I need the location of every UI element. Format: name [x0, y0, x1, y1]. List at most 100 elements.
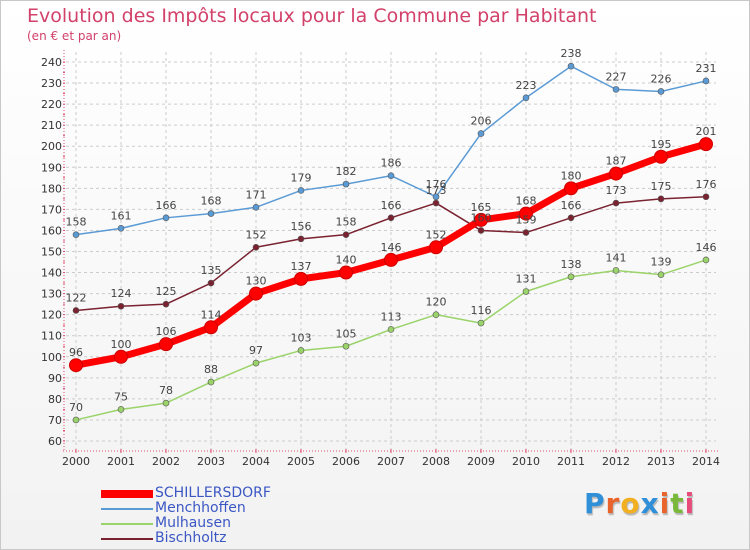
y-tick-label: 70 — [48, 414, 62, 427]
data-point — [522, 288, 530, 295]
data-label: 70 — [69, 401, 83, 414]
data-point — [159, 337, 173, 352]
data-point — [522, 94, 530, 102]
data-label: 168 — [201, 195, 222, 208]
data-point — [252, 203, 260, 211]
x-tick-label: 2012 — [602, 455, 630, 468]
data-label: 138 — [561, 258, 582, 271]
data-label: 88 — [204, 363, 218, 376]
data-label: 226 — [651, 72, 672, 85]
x-tick-label: 2009 — [467, 455, 495, 468]
y-tick-label: 180 — [41, 182, 62, 195]
y-tick-label: 120 — [41, 309, 62, 322]
data-label: 187 — [606, 155, 627, 168]
data-point — [297, 187, 305, 194]
axes: 60 70 80 90 100 110 120 130 140 150 160 170 180 190 20… — [41, 50, 720, 468]
data-label: 152 — [246, 228, 267, 241]
data-point — [162, 300, 170, 308]
legend-label: Mulhausen — [155, 515, 231, 531]
data-label: 166 — [561, 199, 582, 212]
data-label: 159 — [516, 214, 537, 227]
data-label: 141 — [606, 251, 627, 264]
data-point — [72, 231, 80, 238]
data-point — [252, 359, 260, 367]
data-point — [252, 243, 260, 251]
data-point — [477, 130, 485, 137]
y-tick-label: 230 — [41, 77, 62, 90]
y-tick-label: 160 — [41, 224, 62, 237]
x-tick-label: 2013 — [647, 455, 675, 468]
data-label: 166 — [381, 199, 402, 212]
x-tick-label: 2006 — [332, 455, 360, 468]
data-point — [699, 137, 713, 152]
data-point — [387, 326, 395, 333]
data-point — [612, 267, 620, 274]
data-label: 176 — [696, 178, 717, 191]
data-label: 195 — [651, 138, 672, 151]
data-point — [429, 240, 443, 255]
chart-title: Evolution des Impôts locaux pour la Comm… — [27, 5, 597, 27]
data-point — [342, 180, 350, 188]
y-tick-label: 90 — [48, 372, 62, 385]
data-point — [117, 406, 125, 413]
data-point — [432, 311, 440, 318]
data-point — [204, 320, 218, 335]
data-label: 103 — [291, 331, 312, 344]
data-point — [207, 279, 215, 287]
data-label: 135 — [201, 264, 222, 277]
data-label: 113 — [381, 310, 402, 323]
data-point — [207, 210, 215, 217]
data-label: 156 — [291, 220, 312, 233]
data-label: 158 — [336, 216, 357, 229]
data-point — [384, 252, 398, 267]
data-point — [162, 399, 170, 407]
x-tick-label: 2010 — [512, 455, 540, 468]
data-point — [702, 193, 710, 201]
y-tick-label: 60 — [48, 435, 62, 448]
data-label: 122 — [66, 291, 87, 304]
data-label: 206 — [471, 115, 492, 128]
data-point — [342, 231, 350, 238]
data-label: 238 — [561, 47, 582, 60]
logo-letter: r — [605, 487, 621, 520]
x-tick-label: 2008 — [422, 455, 450, 468]
data-point — [612, 199, 620, 207]
data-label: 96 — [69, 346, 83, 359]
data-label: 175 — [651, 180, 672, 193]
legend-label: SCHILLERSDORF — [155, 485, 271, 501]
logo-letter: o — [620, 487, 641, 520]
data-point — [207, 378, 215, 386]
x-tick-label: 2000 — [62, 455, 90, 468]
y-tick-label: 110 — [41, 330, 62, 343]
data-label: 131 — [516, 273, 537, 286]
data-label: 116 — [471, 304, 492, 317]
data-label: 160 — [471, 211, 492, 224]
logo-letter: x — [640, 487, 660, 520]
x-tick-label: 2004 — [242, 455, 270, 468]
data-label: 75 — [114, 390, 128, 403]
data-point — [567, 273, 575, 281]
data-point — [432, 193, 440, 201]
data-label: 139 — [651, 256, 672, 269]
data-label: 146 — [381, 241, 402, 254]
data-label: 152 — [426, 228, 447, 241]
data-point — [657, 88, 665, 95]
data-label: 223 — [516, 79, 537, 92]
data-point — [294, 271, 308, 286]
data-label: 231 — [696, 62, 717, 75]
data-label: 106 — [156, 325, 177, 338]
data-point — [117, 225, 125, 232]
data-point — [342, 342, 350, 350]
data-label: 137 — [291, 260, 312, 273]
series-lines — [69, 62, 713, 424]
data-point — [657, 271, 665, 278]
legend-swatch — [101, 523, 153, 525]
data-label: 161 — [111, 209, 132, 222]
data-point — [387, 172, 395, 179]
data-point — [522, 229, 530, 236]
data-point — [249, 286, 263, 301]
data-label: 140 — [336, 254, 357, 267]
y-tick-label: 210 — [41, 119, 62, 132]
chart-subtitle: (en € et par an) — [27, 29, 122, 43]
y-tick-label: 150 — [41, 246, 62, 259]
